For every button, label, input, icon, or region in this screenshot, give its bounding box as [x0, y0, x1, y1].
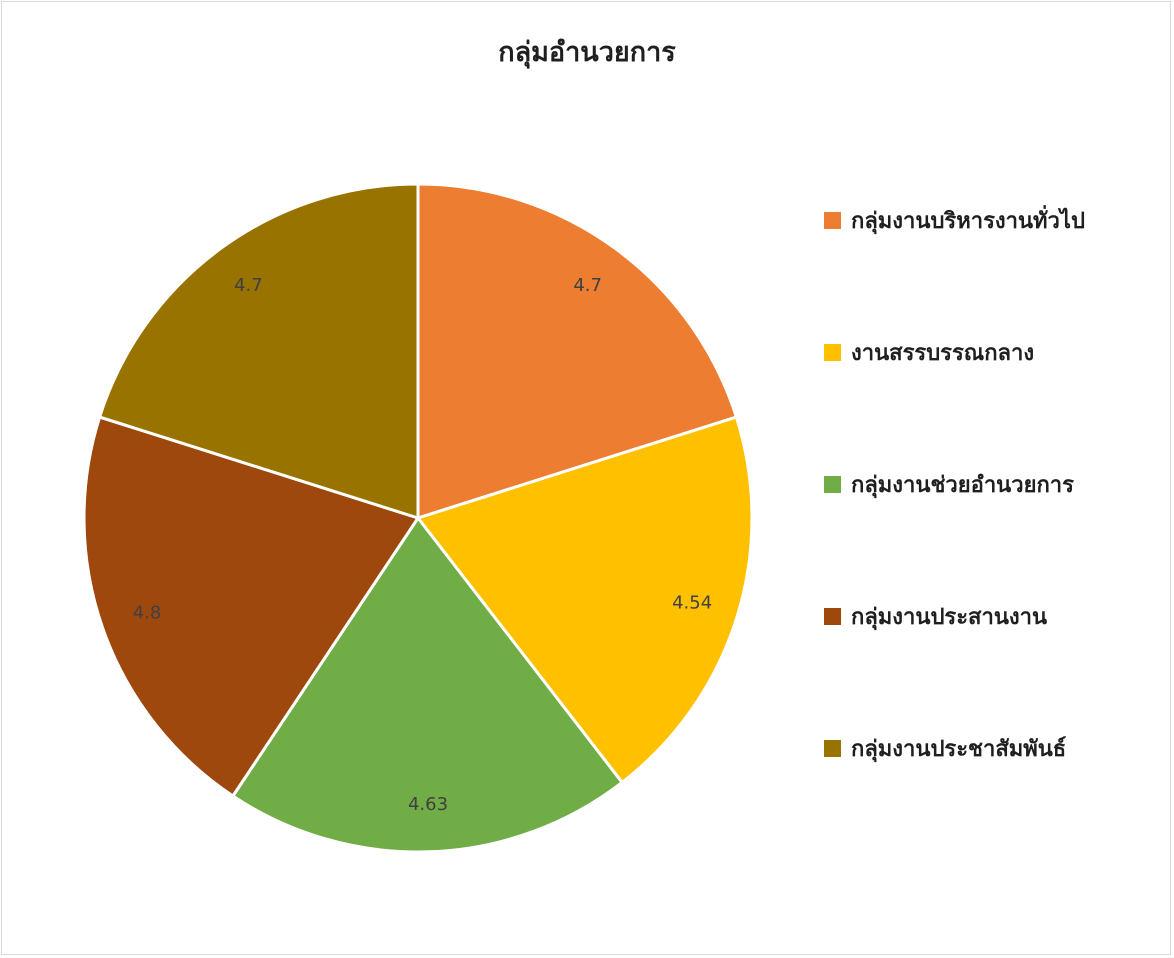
legend-label: กลุ่มงานบริหารงานทั่วไป [851, 208, 1085, 234]
legend-label: งานสรรบรรณกลาง [851, 340, 1035, 366]
legend-swatch [824, 343, 841, 361]
pie-slice-central-records [416, 415, 754, 784]
pie-slice-coordination [82, 415, 420, 798]
data-label-coordination: 4.8 [133, 602, 162, 623]
data-label-central-records: 4.54 [672, 593, 712, 614]
pie-slice-general-admin [416, 182, 738, 520]
legend-item-coordination: กลุ่มงานประสานงาน [824, 596, 1047, 636]
legend-swatch [824, 739, 841, 757]
legend-label: กลุ่มงานประสานงาน [851, 604, 1047, 630]
legend-item-admin-assist: กลุ่มงานช่วยอำนวยการ [824, 464, 1074, 504]
legend-item-public-relations: กลุ่มงานประชาสัมพันธ์ [824, 728, 1066, 768]
legend-swatch [824, 475, 841, 493]
legend-swatch [824, 211, 841, 229]
chart-title: กลุ่มอำนวยการ [498, 37, 676, 68]
pie-slice-public-relations [98, 182, 420, 520]
data-label-general-admin: 4.7 [573, 275, 602, 296]
legend-item-central-records: งานสรรบรรณกลาง [824, 332, 1034, 372]
legend-item-general-admin: กลุ่มงานบริหารงานทั่วไป [824, 200, 1085, 240]
pie-slice-admin-assist [231, 516, 624, 854]
legend-swatch [824, 607, 841, 625]
data-label-public-relations: 4.7 [234, 275, 263, 296]
legend-label: กลุ่มงานช่วยอำนวยการ [851, 472, 1074, 498]
legend-label: กลุ่มงานประชาสัมพันธ์ [851, 736, 1067, 762]
data-label-admin-assist: 4.63 [408, 794, 448, 815]
